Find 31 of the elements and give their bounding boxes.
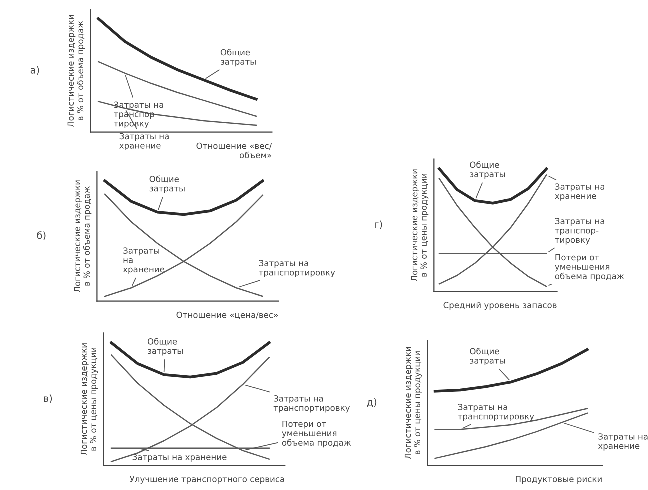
x-axis-title: Отношение «цена/вес» bbox=[176, 312, 278, 320]
text: в) bbox=[44, 394, 52, 404]
text: Затраты на транспортировку bbox=[274, 396, 350, 413]
x-axis-title: Средний уровень запасов bbox=[444, 302, 557, 310]
y-axis-title: Логистические издержки в % от цены продукции bbox=[404, 347, 422, 460]
y-axis-title: Логистические издержки в % от объема продаж bbox=[68, 15, 86, 128]
text: г) bbox=[375, 220, 382, 230]
series-label: Общие затраты bbox=[148, 338, 183, 356]
text: Затраты на хранение bbox=[120, 133, 169, 151]
x-axis-title: Улучшение транспортного сервиса bbox=[130, 476, 284, 484]
text: Общие затраты bbox=[470, 348, 506, 366]
text: д) bbox=[367, 398, 377, 408]
text: Общие затраты bbox=[220, 49, 256, 67]
x-axis-title: Отношение «вес/ объем» bbox=[196, 142, 272, 158]
text: Затраты на транспортировку bbox=[259, 260, 336, 278]
x-axis-title: Продуктовые риски bbox=[516, 476, 602, 484]
text: Затраты на хранение bbox=[598, 434, 648, 451]
legend-label: Затраты на хранение bbox=[555, 184, 604, 201]
series-label: Затраты на транспортировку bbox=[458, 404, 534, 422]
y-axis-title: Логистические издержки в % от цены продукции bbox=[80, 344, 98, 456]
text: а) bbox=[30, 66, 40, 76]
series-label: Потери от уменьшения объема продаж bbox=[555, 254, 624, 282]
series-label: Затраты на хранение bbox=[123, 248, 164, 274]
series-label: Затраты на транспор- тировку bbox=[555, 218, 604, 245]
series-label: Общие затраты bbox=[150, 176, 185, 194]
legend-label: Затраты на хранение bbox=[132, 454, 227, 462]
y-axis-title: Логистические издержки в % от цены продукции bbox=[411, 170, 429, 282]
y-axis-title: Логистические издержки в % от объема продаж bbox=[74, 180, 92, 293]
text: Потери от уменьшения объема продаж bbox=[282, 420, 352, 448]
text: б) bbox=[37, 232, 46, 240]
series-label: Общие затраты bbox=[470, 162, 506, 180]
